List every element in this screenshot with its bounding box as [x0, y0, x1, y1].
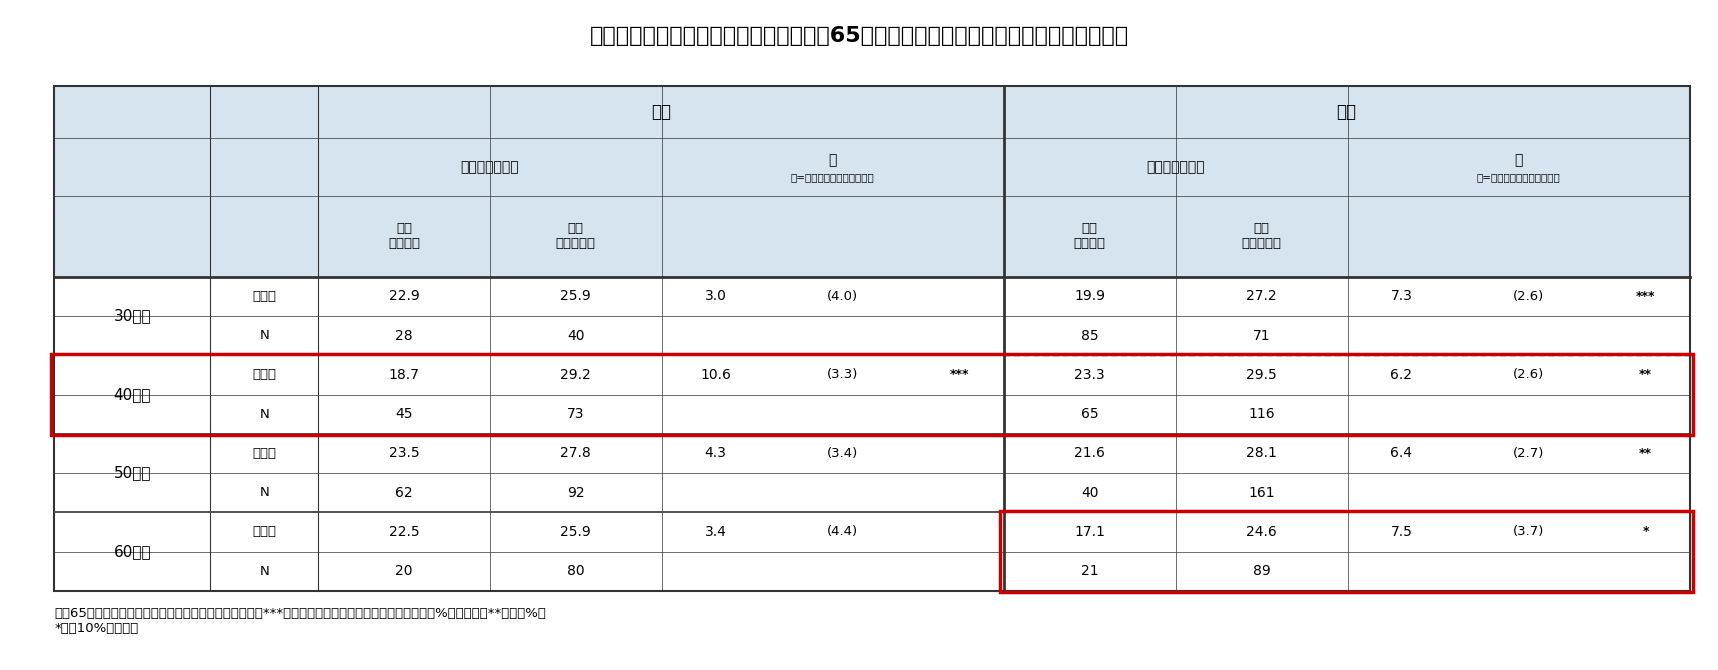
Text: 71: 71 — [1252, 329, 1270, 343]
Text: ねんきん定期便: ねんきん定期便 — [460, 160, 519, 174]
Text: 85: 85 — [1081, 329, 1098, 343]
Text: 男性: 男性 — [651, 103, 670, 121]
Text: 22.5: 22.5 — [388, 525, 419, 539]
Text: 45: 45 — [395, 407, 412, 421]
Text: **: ** — [1639, 447, 1653, 460]
Text: (3.7): (3.7) — [1512, 525, 1544, 539]
Text: 27.8: 27.8 — [560, 446, 591, 460]
FancyBboxPatch shape — [55, 277, 1689, 591]
Text: 18.7: 18.7 — [388, 368, 419, 382]
Text: (3.4): (3.4) — [826, 447, 859, 460]
Text: 24.6: 24.6 — [1246, 525, 1276, 539]
Text: N: N — [259, 486, 270, 499]
Text: 40歳代: 40歳代 — [113, 387, 151, 402]
Text: **: ** — [1639, 369, 1653, 381]
Text: 6.4: 6.4 — [1390, 446, 1412, 460]
Text: 女性: 女性 — [1337, 103, 1357, 121]
Text: 7.3: 7.3 — [1390, 289, 1412, 304]
Text: (4.4): (4.4) — [826, 525, 857, 539]
Text: 21.6: 21.6 — [1074, 446, 1105, 460]
Text: 平均値: 平均値 — [253, 369, 277, 381]
Text: 10.6: 10.6 — [701, 368, 730, 382]
Text: 25.9: 25.9 — [560, 289, 591, 304]
Text: ***: *** — [950, 369, 969, 381]
Text: 50歳代: 50歳代 — [113, 466, 151, 480]
Text: 62: 62 — [395, 486, 412, 500]
Bar — [52, 354, 1692, 435]
Text: 差: 差 — [828, 153, 837, 168]
Text: 平均値: 平均値 — [253, 447, 277, 460]
Text: 良く
知らない: 良く 知らない — [1074, 222, 1106, 251]
Text: ***: *** — [1636, 290, 1656, 303]
Text: 161: 161 — [1249, 486, 1275, 500]
Text: 60歳代: 60歳代 — [113, 544, 151, 559]
Text: 平均値: 平均値 — [253, 290, 277, 303]
Text: (2.6): (2.6) — [1514, 290, 1544, 303]
Text: 4.3: 4.3 — [704, 446, 727, 460]
Text: 20: 20 — [395, 564, 412, 578]
Text: 40: 40 — [1081, 486, 1098, 500]
Text: 平均値: 平均値 — [253, 525, 277, 539]
Text: 3.4: 3.4 — [704, 525, 727, 539]
Text: 19.9: 19.9 — [1074, 289, 1105, 304]
Text: 良く
知っている: 良く 知っている — [557, 222, 596, 251]
Text: 30歳代: 30歳代 — [113, 309, 151, 324]
FancyBboxPatch shape — [55, 86, 1689, 277]
Text: 23.3: 23.3 — [1074, 368, 1105, 382]
Text: 73: 73 — [567, 407, 584, 421]
Text: （=知っている－知らない）: （=知っている－知らない） — [1477, 172, 1560, 182]
Bar — [55, 86, 1689, 591]
Text: 差: 差 — [1514, 153, 1522, 168]
Text: 7.5: 7.5 — [1390, 525, 1412, 539]
Text: (4.0): (4.0) — [826, 290, 857, 303]
Text: （=知っている－知らない）: （=知っている－知らない） — [790, 172, 874, 182]
Text: 図表４：ねんきん定期便に関する知識と65歳時点必要金融資産の違い（単位：百万円）: 図表４：ねんきん定期便に関する知識と65歳時点必要金融資産の違い（単位：百万円） — [589, 26, 1129, 46]
Text: 116: 116 — [1249, 407, 1275, 421]
Text: 29.5: 29.5 — [1246, 368, 1276, 382]
Text: 28: 28 — [395, 329, 412, 343]
Text: 40: 40 — [567, 329, 584, 343]
Text: 6.2: 6.2 — [1390, 368, 1412, 382]
Text: 80: 80 — [567, 564, 584, 578]
Text: 89: 89 — [1252, 564, 1271, 578]
Text: 良く
知っている: 良く 知っている — [1242, 222, 1282, 251]
Text: ねんきん定期便: ねんきん定期便 — [1146, 160, 1204, 174]
Text: (2.7): (2.7) — [1512, 447, 1544, 460]
Text: *: * — [1642, 525, 1649, 539]
Text: 29.2: 29.2 — [560, 368, 591, 382]
Text: 27.2: 27.2 — [1246, 289, 1276, 304]
Text: 3.0: 3.0 — [704, 289, 727, 304]
Text: 23.5: 23.5 — [388, 446, 419, 460]
Text: 22.9: 22.9 — [388, 289, 419, 304]
Text: 17.1: 17.1 — [1074, 525, 1105, 539]
Text: 92: 92 — [567, 486, 584, 500]
Text: (3.3): (3.3) — [826, 369, 859, 381]
Text: 注：65歳に必要だと考える金融資産額の単位は百万円、***はウエルチ法による平均値の差の検定で１%有意水準、**は同５%、
*は同10%を表す。: 注：65歳に必要だと考える金融資産額の単位は百万円、***はウエルチ法による平均… — [55, 608, 546, 635]
Text: (2.6): (2.6) — [1514, 369, 1544, 381]
Text: 21: 21 — [1081, 564, 1098, 578]
Text: N: N — [259, 408, 270, 421]
Text: 28.1: 28.1 — [1246, 446, 1276, 460]
Text: N: N — [259, 329, 270, 342]
Text: 25.9: 25.9 — [560, 525, 591, 539]
Text: 65: 65 — [1081, 407, 1098, 421]
Bar — [1000, 511, 1692, 592]
Text: N: N — [259, 565, 270, 578]
Text: 良く
知らない: 良く 知らない — [388, 222, 419, 251]
